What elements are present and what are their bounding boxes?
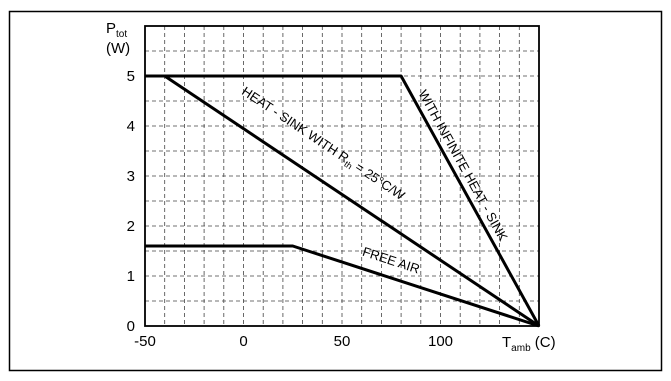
y-axis-label-main: P <box>106 20 116 37</box>
series-line-freeair <box>145 244 540 328</box>
series-label-heatsink-sub: th <box>342 159 354 171</box>
x-tick-label: 100 <box>428 333 453 350</box>
x-axis-label-main: T <box>502 334 511 351</box>
y-tick-label: 0 <box>127 318 135 335</box>
y-axis-label-sub: tot <box>116 29 127 40</box>
x-tick-label: -50 <box>134 333 156 350</box>
x-axis-label-unit: (C) <box>531 334 556 351</box>
y-tick-label: 1 <box>127 268 135 285</box>
x-axis-label-sub: amb <box>511 343 531 354</box>
grid <box>145 26 539 326</box>
y-axis-label: Ptot <box>106 20 127 40</box>
x-tick-label: 50 <box>334 333 351 350</box>
x-tick-label: 0 <box>239 333 247 350</box>
y-tick-label: 2 <box>127 218 135 235</box>
series-line-infinite <box>145 74 541 327</box>
y-tick-label: 3 <box>127 168 135 185</box>
y-tick-labels: 0 1 2 3 4 5 <box>127 68 135 335</box>
y-tick-label: 4 <box>127 118 135 135</box>
y-tick-label: 5 <box>127 68 135 85</box>
y-axis-unit: (W) <box>106 40 130 57</box>
plot-border <box>144 25 540 327</box>
series-lines <box>145 74 541 328</box>
x-tick-labels: -50 0 50 100 <box>134 333 453 350</box>
x-axis-label: Tamb (C) <box>502 334 556 354</box>
series-line-heatsink <box>163 74 540 328</box>
